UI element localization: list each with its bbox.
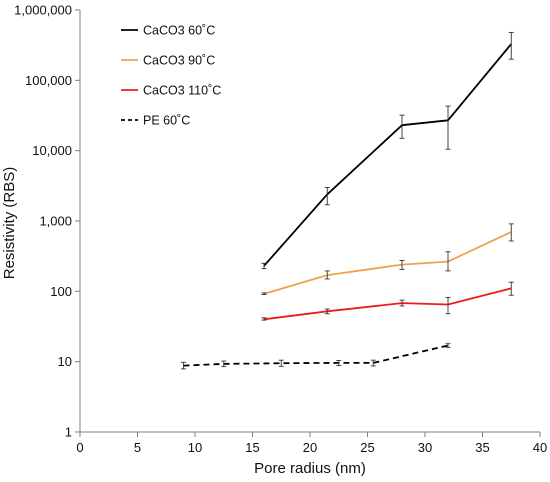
x-tick-label: 0 [76, 440, 83, 455]
error-bar [336, 360, 342, 367]
legend-item: CaCO3 90˚C [121, 54, 215, 68]
error-bar [278, 359, 284, 367]
series-1 [261, 31, 514, 270]
x-tick-label: 25 [360, 440, 374, 455]
series-4 [181, 343, 451, 370]
legend: CaCO3 60˚C CaCO3 90˚C CaCO3 110˚C PE 60˚C [121, 24, 221, 128]
error-bar [508, 223, 514, 242]
error-bar [261, 317, 267, 321]
y-axis-title: Resistivity (RBS) [1, 167, 18, 280]
error-bar [445, 105, 451, 150]
legend-label: PE 60˚C [143, 114, 190, 128]
legend-item: PE 60˚C [121, 114, 190, 128]
x-tick-label: 30 [418, 440, 432, 455]
y-axis: 1 10 100 1,000 10,000 100,000 1,000,000 [14, 3, 81, 440]
legend-item: CaCO3 60˚C [121, 24, 215, 38]
x-tick-label: 15 [245, 440, 259, 455]
series-2 [261, 223, 514, 296]
x-tick-label: 40 [533, 440, 547, 455]
x-axis: 0 5 10 15 20 25 30 35 40 [76, 431, 547, 455]
series-3 [261, 281, 514, 321]
legend-item: CaCO3 110˚C [121, 84, 221, 98]
x-tick-label: 35 [475, 440, 489, 455]
series-line [263, 287, 512, 321]
y-tick-label: 100 [50, 284, 72, 299]
y-tick-label: 10 [58, 354, 72, 369]
x-tick-label: 5 [134, 440, 141, 455]
y-tick-label: 100,000 [25, 73, 72, 88]
y-tick-label: 1,000 [39, 214, 72, 229]
y-tick-label: 1,000,000 [14, 3, 72, 18]
x-axis-title: Pore radius (nm) [254, 460, 366, 477]
x-tick-label: 10 [188, 440, 202, 455]
y-tick-label: 10,000 [32, 143, 72, 158]
error-bar [261, 262, 267, 270]
error-bar [221, 360, 227, 368]
error-bar [445, 343, 451, 348]
legend-label: CaCO3 90˚C [143, 54, 215, 68]
x-tick-label: 20 [303, 440, 317, 455]
error-bar [399, 259, 405, 270]
error-bar [399, 299, 405, 307]
error-bar [324, 308, 330, 315]
series-layer [181, 31, 514, 370]
error-bar [324, 186, 330, 206]
error-bar [181, 361, 186, 370]
error-bar [445, 251, 451, 272]
error-bar [261, 292, 267, 296]
legend-label: CaCO3 60˚C [143, 24, 215, 38]
series-line [183, 344, 449, 367]
legend-label: CaCO3 110˚C [143, 84, 221, 98]
series-line [263, 231, 512, 295]
error-bar [399, 114, 405, 139]
error-bar [445, 296, 451, 315]
series-line [263, 43, 512, 267]
y-tick-label: 1 [65, 425, 72, 440]
error-bar [324, 270, 330, 280]
error-bar [370, 359, 376, 367]
error-bar [508, 281, 514, 296]
error-bar [508, 31, 514, 60]
